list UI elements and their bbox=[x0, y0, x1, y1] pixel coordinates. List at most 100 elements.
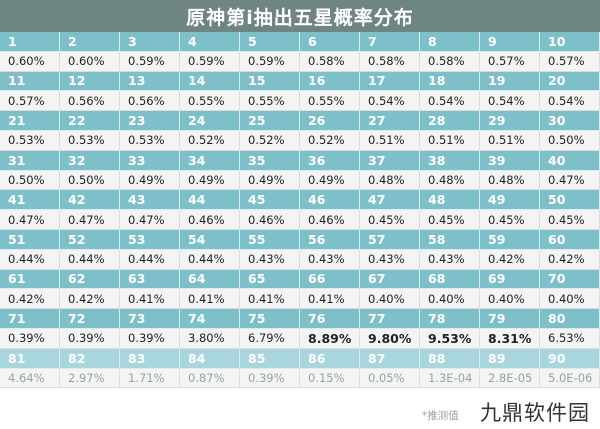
pull-number-cell: 79 bbox=[480, 309, 540, 329]
rate-cell: 0.53% bbox=[0, 130, 60, 151]
rate-cell: 0.47% bbox=[120, 210, 180, 230]
pull-number-cell: 61 bbox=[0, 269, 60, 290]
pull-number-cell: 71 bbox=[0, 309, 60, 329]
rate-row: 0.53% 0.53% 0.53% 0.52% 0.52% 0.52% 0.51% 0.51%… bbox=[0, 130, 600, 151]
rate-cell: 0.45% bbox=[360, 210, 420, 230]
pull-number-cell: 47 bbox=[360, 190, 420, 211]
pull-number-cell: 89 bbox=[480, 348, 540, 369]
pull-number-cell: 54 bbox=[180, 229, 240, 250]
rate-cell: 0.47% bbox=[0, 210, 60, 230]
rate-cell: 0.46% bbox=[240, 210, 300, 230]
rate-cell: 0.56% bbox=[60, 91, 120, 112]
rate-cell: 0.49% bbox=[180, 170, 240, 191]
pull-number-row: 31 32 33 34 35 36 37 38 39 40 bbox=[0, 150, 600, 171]
rate-cell: 0.42% bbox=[480, 249, 540, 270]
rate-row: 0.60% 0.60% 0.59% 0.59% 0.59% 0.58% 0.58% 0.58%… bbox=[0, 51, 600, 72]
pull-number-cell: 60 bbox=[540, 229, 600, 250]
rate-cell: 0.44% bbox=[0, 249, 60, 270]
pull-number-cell: 86 bbox=[300, 348, 360, 369]
rate-cell: 0.15% bbox=[300, 368, 360, 389]
rate-cell: 0.55% bbox=[240, 91, 300, 112]
pull-number-cell: 72 bbox=[60, 309, 120, 329]
rate-cell: 0.49% bbox=[120, 170, 180, 191]
rate-cell: 4.64% bbox=[0, 368, 60, 389]
pull-number-cell: 74 bbox=[180, 309, 240, 329]
pull-number-cell: 76 bbox=[300, 309, 360, 329]
pull-number-cell: 12 bbox=[60, 71, 120, 92]
pull-number-cell: 52 bbox=[60, 229, 120, 250]
pull-number-cell: 35 bbox=[240, 150, 300, 171]
rate-cell: 0.60% bbox=[60, 51, 120, 72]
pull-number-cell: 84 bbox=[180, 348, 240, 369]
pull-number-cell: 65 bbox=[240, 269, 300, 290]
rate-row: 0.47% 0.47% 0.47% 0.46% 0.46% 0.46% 0.45% 0.45%… bbox=[0, 210, 600, 230]
rate-row: 0.50% 0.50% 0.49% 0.49% 0.49% 0.49% 0.48% 0.48%… bbox=[0, 170, 600, 191]
pull-number-cell: 82 bbox=[60, 348, 120, 369]
rate-cell: 0.44% bbox=[60, 249, 120, 270]
rate-cell: 0.40% bbox=[540, 289, 600, 310]
rate-cell: 0.52% bbox=[180, 130, 240, 151]
rate-cell: 0.39% bbox=[60, 328, 120, 349]
rate-cell: 8.89% bbox=[300, 328, 360, 349]
pull-number-cell: 37 bbox=[360, 150, 420, 171]
watermark-logo: 九鼎软件园 bbox=[478, 397, 592, 427]
rate-cell: 0.50% bbox=[0, 170, 60, 191]
pull-number-cell: 27 bbox=[360, 111, 420, 131]
rate-cell: 0.40% bbox=[360, 289, 420, 310]
pull-number-cell: 5 bbox=[240, 32, 300, 52]
rate-cell: 0.55% bbox=[300, 91, 360, 112]
rate-cell: 0.48% bbox=[360, 170, 420, 191]
pull-number-cell: 31 bbox=[0, 150, 60, 171]
rate-cell: 0.47% bbox=[60, 210, 120, 230]
rate-cell: 0.41% bbox=[240, 289, 300, 310]
pull-number-cell: 2 bbox=[60, 32, 120, 52]
rate-cell: 0.41% bbox=[180, 289, 240, 310]
rate-cell: 0.59% bbox=[180, 51, 240, 72]
rate-cell: 0.39% bbox=[0, 328, 60, 349]
rate-cell: 0.43% bbox=[300, 249, 360, 270]
table-title: 原神第i抽出五星概率分布 bbox=[0, 0, 600, 32]
pull-number-cell: 4 bbox=[180, 32, 240, 52]
pull-number-cell: 49 bbox=[480, 190, 540, 211]
rate-cell: 0.53% bbox=[120, 130, 180, 151]
rate-cell: 9.80% bbox=[360, 328, 420, 349]
rate-cell: 0.57% bbox=[540, 51, 600, 72]
pull-number-cell: 88 bbox=[420, 348, 480, 369]
rate-cell: 0.60% bbox=[0, 51, 60, 72]
pull-number-cell: 70 bbox=[540, 269, 600, 290]
pull-number-cell: 66 bbox=[300, 269, 360, 290]
pull-number-cell: 25 bbox=[240, 111, 300, 131]
pull-number-cell: 16 bbox=[300, 71, 360, 92]
rate-cell: 0.54% bbox=[480, 91, 540, 112]
rate-cell: 0.54% bbox=[420, 91, 480, 112]
rate-cell: 0.58% bbox=[420, 51, 480, 72]
rate-cell: 1.3E-04 bbox=[420, 368, 480, 389]
rate-cell: 0.41% bbox=[120, 289, 180, 310]
rate-row: 0.42% 0.42% 0.41% 0.41% 0.41% 0.41% 0.40% 0.40%… bbox=[0, 289, 600, 310]
pull-number-cell: 21 bbox=[0, 111, 60, 131]
pull-number-cell: 24 bbox=[180, 111, 240, 131]
rate-cell: 2.8E-05 bbox=[480, 368, 540, 389]
rate-cell: 6.79% bbox=[240, 328, 300, 349]
rate-cell: 0.39% bbox=[120, 328, 180, 349]
pull-number-cell: 34 bbox=[180, 150, 240, 171]
pull-number-cell: 64 bbox=[180, 269, 240, 290]
pull-number-cell: 57 bbox=[360, 229, 420, 250]
pull-number-cell: 17 bbox=[360, 71, 420, 92]
probability-table: 1 2 3 4 5 6 7 8 9 10 0.60% 0.60% 0.59% 0.59% 0.59% 0.58… bbox=[0, 32, 600, 389]
rate-cell: 0.45% bbox=[480, 210, 540, 230]
pull-number-cell: 36 bbox=[300, 150, 360, 171]
pull-number-cell: 42 bbox=[60, 190, 120, 211]
rate-cell: 0.46% bbox=[300, 210, 360, 230]
rate-row: 4.64% 2.97% 1.71% 0.87% 0.39% 0.15% 0.05% 1.3E-… bbox=[0, 368, 600, 389]
rate-cell: 0.51% bbox=[480, 130, 540, 151]
rate-cell: 0.42% bbox=[60, 289, 120, 310]
rate-cell: 0.49% bbox=[300, 170, 360, 191]
rate-cell: 0.50% bbox=[60, 170, 120, 191]
pull-number-cell: 41 bbox=[0, 190, 60, 211]
rate-cell: 0.54% bbox=[540, 91, 600, 112]
rate-cell: 0.42% bbox=[0, 289, 60, 310]
pull-number-cell: 40 bbox=[540, 150, 600, 171]
pull-number-cell: 50 bbox=[540, 190, 600, 211]
pull-number-cell: 28 bbox=[420, 111, 480, 131]
